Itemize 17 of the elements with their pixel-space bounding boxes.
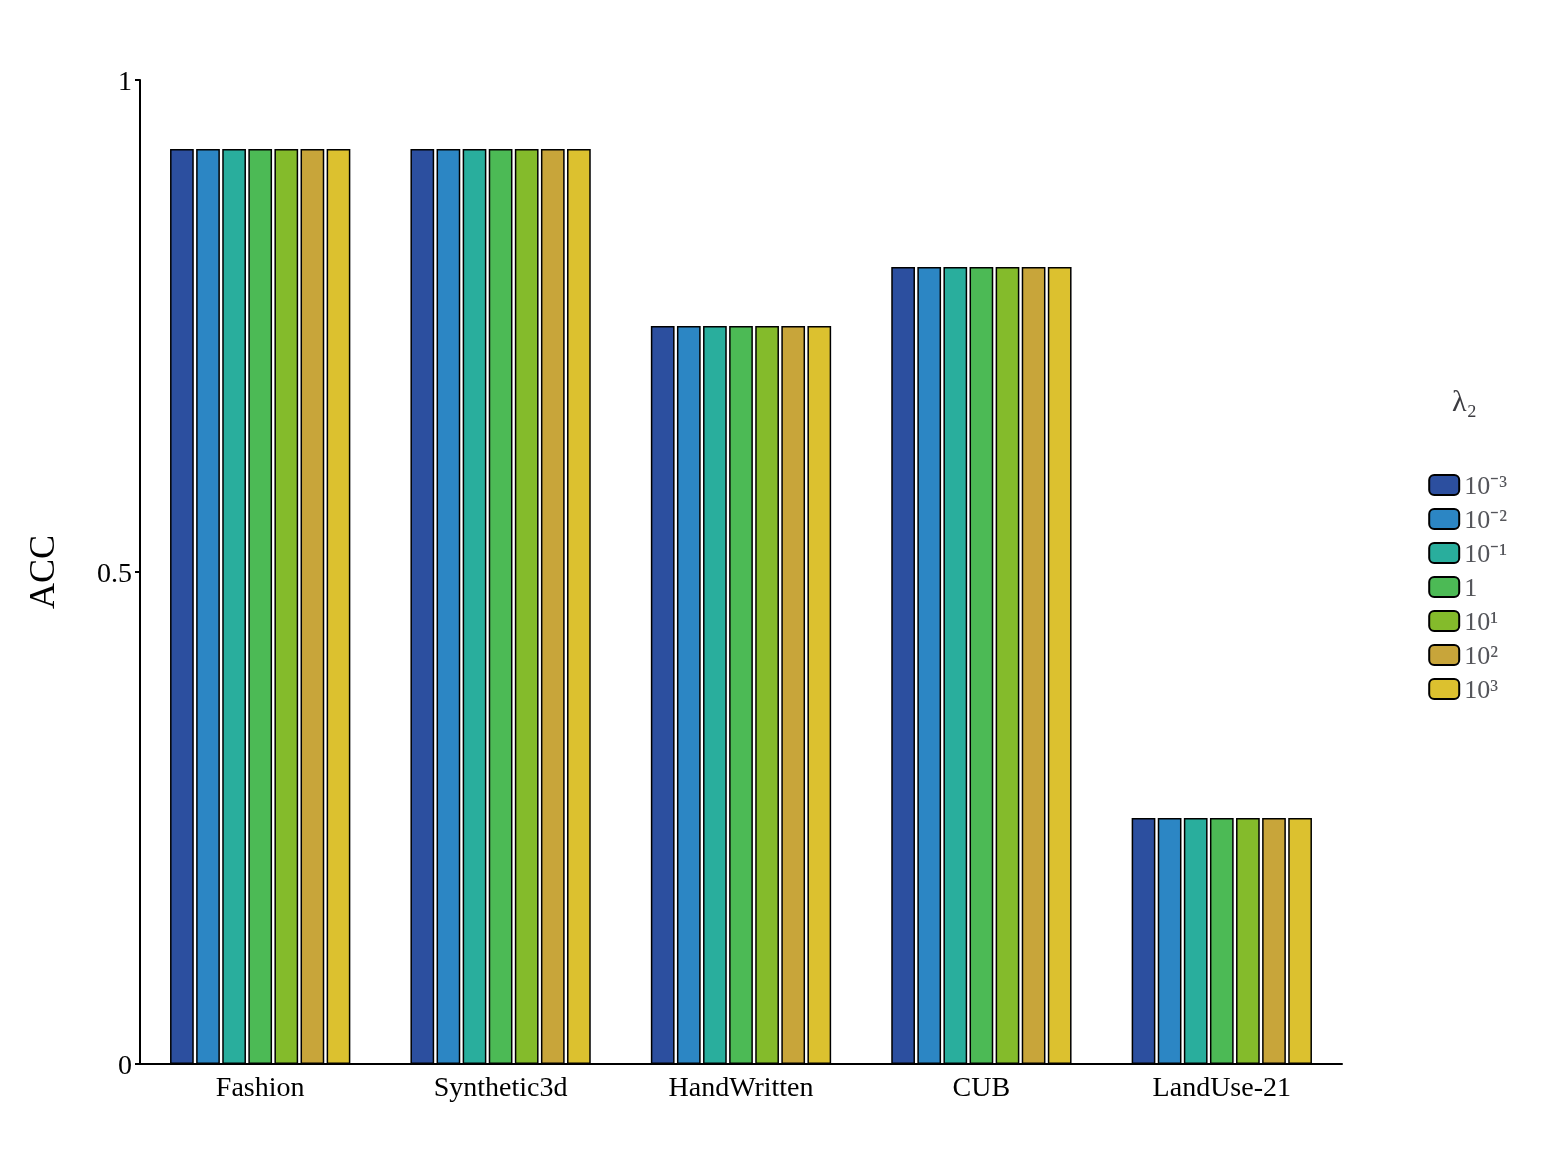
y-tick-label: 1 xyxy=(118,64,132,96)
x-tick-label: Fashion xyxy=(215,1070,305,1102)
legend-label: 10⁻² xyxy=(1464,504,1508,534)
legend-label: 10⁻¹ xyxy=(1464,538,1507,568)
x-tick-label: Synthetic3d xyxy=(433,1070,568,1102)
y-tick-label: 0 xyxy=(118,1048,132,1080)
x-tick-label: HandWritten xyxy=(668,1070,814,1102)
y-tick-label: 0.5 xyxy=(97,556,132,588)
x-tick-label: LandUse-21 xyxy=(1152,1070,1291,1102)
legend-label: 10³ xyxy=(1464,674,1499,704)
y-axis-title: ACC xyxy=(22,534,62,610)
legend-label: 10¹ xyxy=(1464,606,1498,636)
legend-label: 10⁻³ xyxy=(1464,470,1508,500)
legend-title: λ₂ xyxy=(1452,383,1478,417)
legend-label: 1 xyxy=(1464,572,1478,602)
legend-label: 10² xyxy=(1464,640,1499,670)
x-tick-label: CUB xyxy=(952,1070,1011,1102)
